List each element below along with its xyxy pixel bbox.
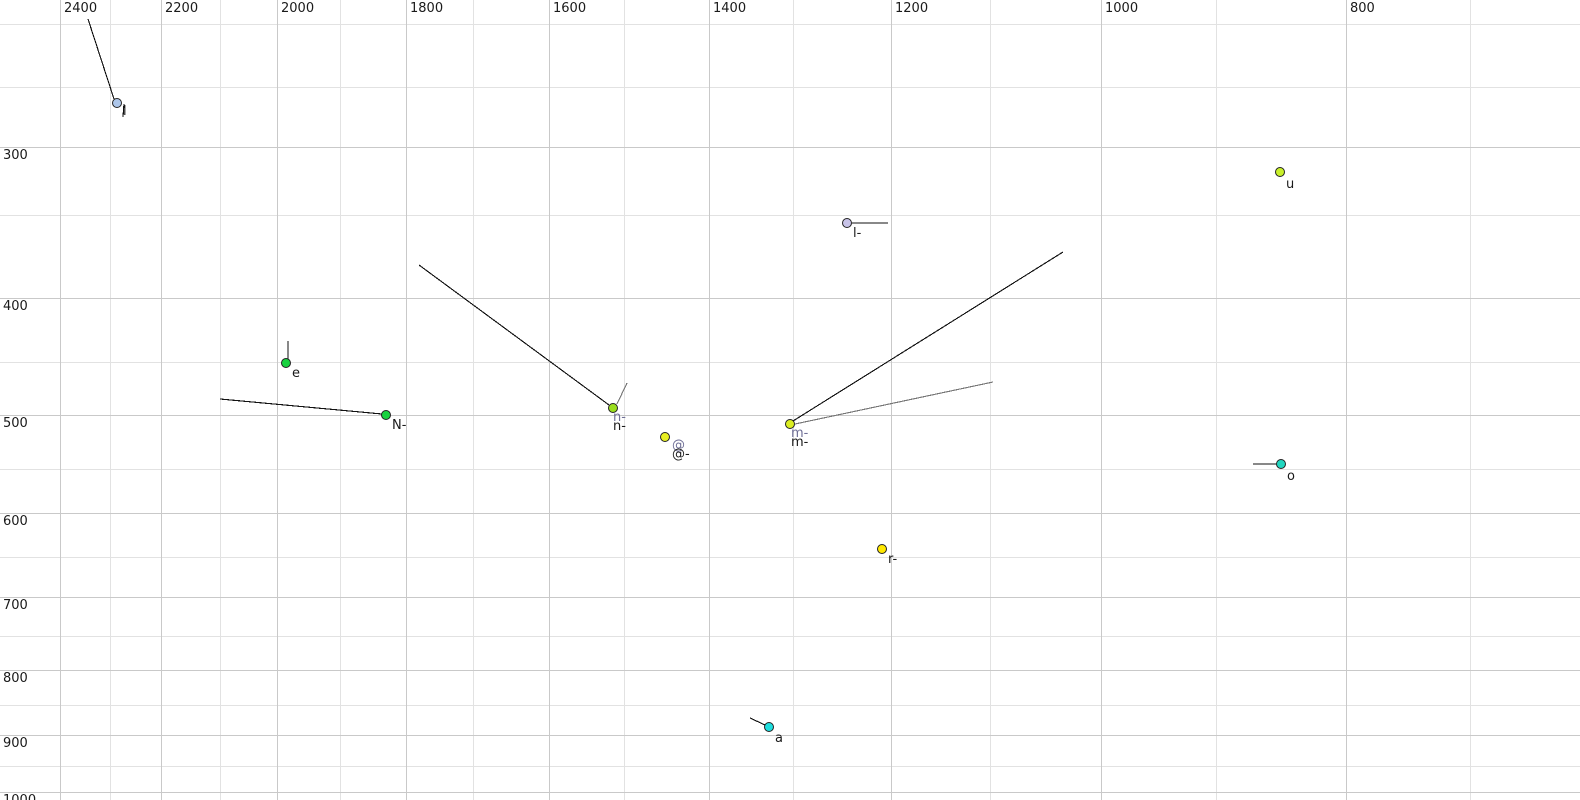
y-axis-tick-label: 300 [3, 148, 28, 163]
data-point-label: l- [853, 226, 862, 241]
annotation-line [418, 264, 610, 406]
data-point-marker[interactable] [1275, 167, 1285, 177]
data-point-ghost-label: n- [613, 410, 626, 425]
data-point-label: a [775, 731, 783, 746]
annotation-line [122, 103, 125, 118]
data-point-label: o [1287, 469, 1295, 484]
data-point-marker[interactable] [877, 544, 887, 554]
x-axis-tick-label: 1800 [410, 1, 444, 16]
data-point-marker[interactable] [1276, 459, 1286, 469]
data-point-marker[interactable] [381, 410, 391, 420]
y-axis-tick-label: 700 [3, 598, 28, 613]
data-point-ghost-label: m- [791, 426, 809, 441]
x-axis-tick-label: 1200 [895, 1, 929, 16]
data-point-label: u [1286, 177, 1295, 192]
data-point-marker[interactable] [608, 403, 618, 413]
x-axis-tick-label: 1000 [1105, 1, 1139, 16]
y-axis-tick-label: 900 [3, 736, 28, 751]
data-point-marker[interactable] [842, 218, 852, 228]
y-axis-tick-label: 800 [3, 671, 28, 686]
x-axis-tick-label: 800 [1350, 1, 1375, 16]
x-axis-tick-label: 1600 [553, 1, 587, 16]
data-point-label: l [123, 104, 127, 119]
data-point-label: r- [888, 552, 898, 567]
y-axis-tick-label: 400 [3, 299, 28, 314]
y-axis-tick-label: 500 [3, 416, 28, 431]
data-point-label: m- [791, 435, 809, 450]
annotation-line [794, 381, 994, 425]
x-axis-tick-label: 2400 [64, 1, 98, 16]
x-axis-tick-label: 1400 [713, 1, 747, 16]
annotation-line [749, 717, 766, 726]
data-point-marker[interactable] [112, 98, 122, 108]
annotation-line [792, 251, 1064, 422]
y-axis-tick-label: 1000 [3, 794, 36, 800]
data-point-marker[interactable] [785, 419, 795, 429]
data-point-label: N- [392, 418, 407, 433]
data-point-label: @- [672, 447, 690, 462]
data-point-label: n- [613, 419, 626, 434]
y-axis-tick-label: 600 [3, 514, 28, 529]
data-point-marker[interactable] [764, 722, 774, 732]
annotation-line [616, 382, 628, 405]
data-point-marker[interactable] [660, 432, 670, 442]
x-axis-tick-label: 2200 [165, 1, 199, 16]
data-point-marker[interactable] [281, 358, 291, 368]
annotation-line [219, 398, 383, 415]
data-point-label: e [292, 366, 300, 381]
x-axis-tick-label: 2000 [281, 1, 315, 16]
data-point-ghost-label: @ [672, 438, 685, 453]
annotation-line [87, 18, 115, 100]
